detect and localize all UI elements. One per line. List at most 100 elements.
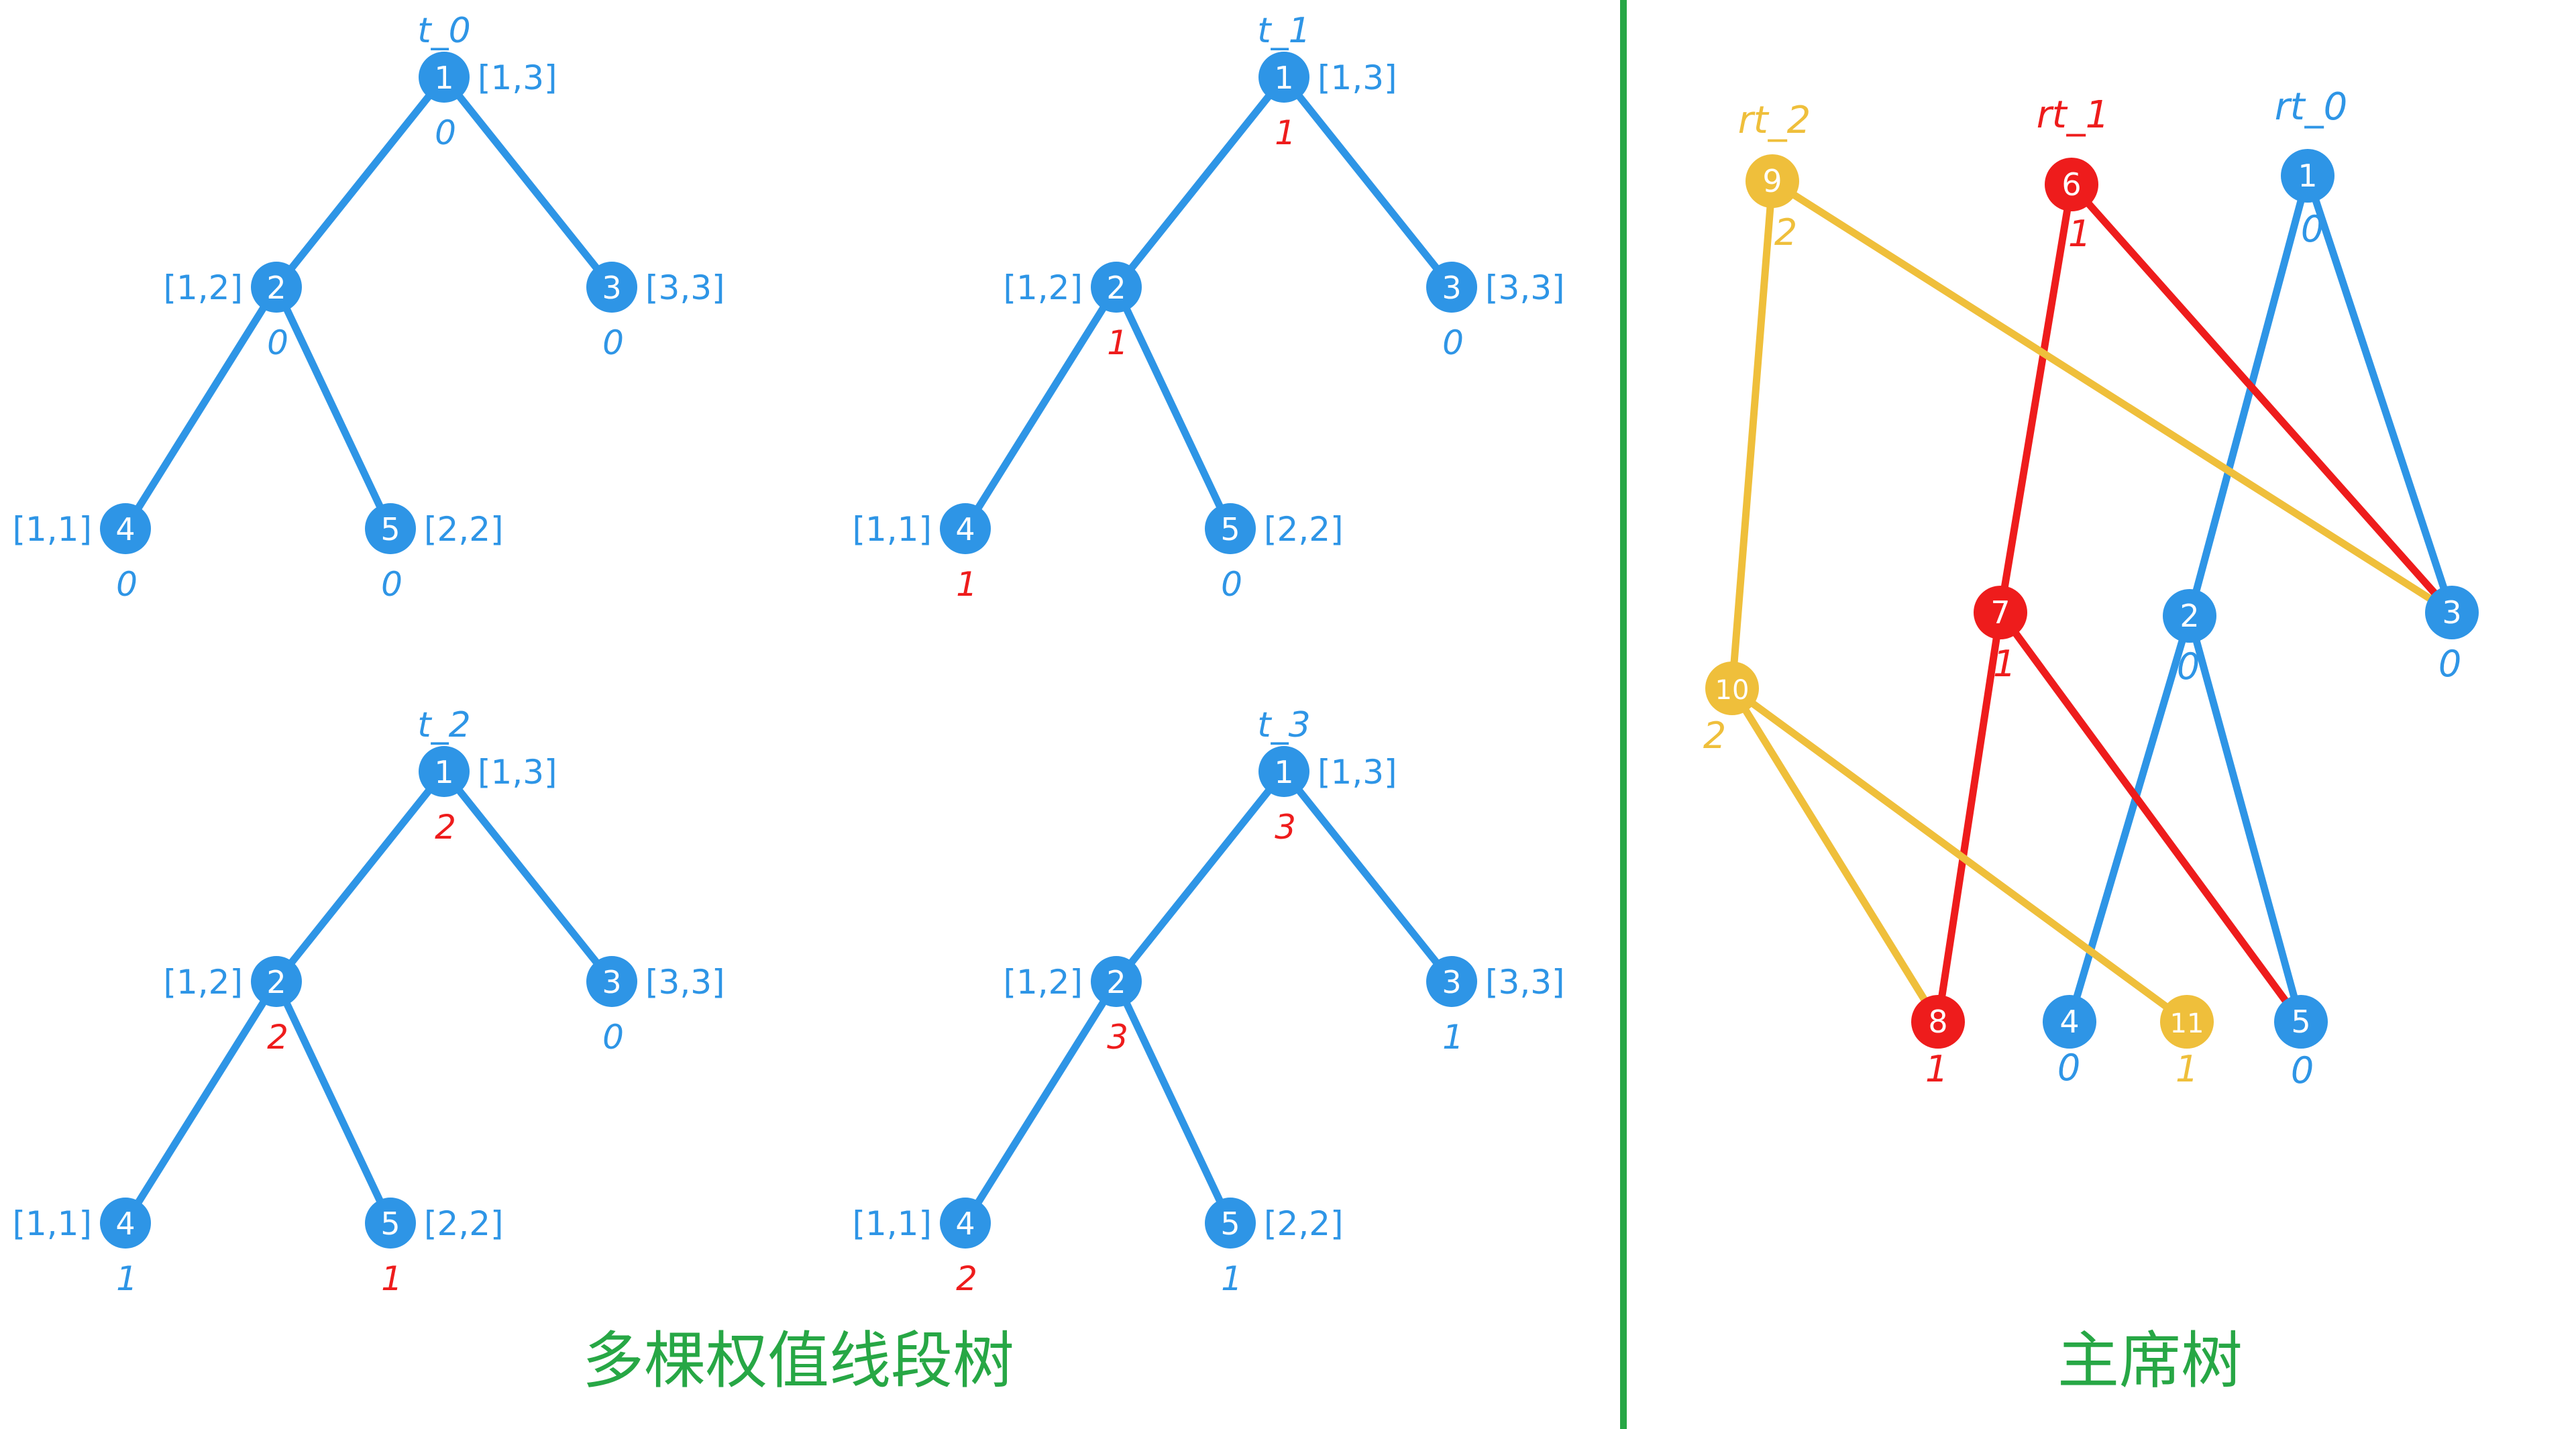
ptree-node-id: 5 — [2291, 1004, 2310, 1040]
node-id: 4 — [115, 1206, 135, 1242]
tree-edge — [276, 77, 444, 287]
node-id: 4 — [955, 1206, 975, 1242]
node-range: [1,1] — [852, 1204, 932, 1243]
node-range: [1,2] — [163, 963, 243, 1002]
segment-tree-0: t_0 1 [1,3] 0 2 [1,2] 0 3 [3,3] 0 4 [1,1] 0 5 [2,2] 0 — [12, 11, 724, 604]
node-id: 3 — [1442, 964, 1461, 1000]
node-range: [1,1] — [12, 510, 92, 549]
tree-label: t_3 — [1257, 705, 1310, 745]
ptree-edge — [1732, 688, 1938, 1022]
node-range: [1,1] — [12, 1204, 92, 1243]
ptree-node-value: 1 — [1993, 643, 2016, 685]
ptree-node-value: 0 — [2177, 645, 2200, 688]
right-caption: 主席树 — [2057, 1325, 2243, 1397]
tree-edge — [965, 982, 1116, 1223]
node-range: [3,3] — [1485, 268, 1565, 307]
ptree-edge — [2190, 616, 2301, 1022]
tree-edge — [1284, 77, 1452, 287]
left-caption: 多棵权值线段树 — [582, 1325, 1014, 1397]
ptree-edge — [2070, 616, 2190, 1022]
ptree-node-id: 9 — [1762, 163, 1782, 199]
ptree-node-id: 2 — [2180, 598, 2199, 634]
tree-edge — [965, 287, 1116, 529]
ptree-edge — [2190, 176, 2308, 616]
ptree-node-value: 0 — [2301, 208, 2324, 250]
node-id: 4 — [115, 511, 135, 547]
ptree-node-value: 1 — [1925, 1048, 1948, 1090]
ptree-edge — [1772, 181, 2452, 613]
tree-edge — [1116, 287, 1230, 529]
tree-edge — [1284, 772, 1452, 982]
node-value: 1 — [116, 1259, 138, 1298]
node-id: 4 — [955, 511, 975, 547]
node-value: 0 — [1221, 565, 1242, 604]
ptree-edge — [2072, 184, 2452, 613]
node-range: [1,3] — [1318, 753, 1397, 792]
tree-edge — [276, 772, 444, 982]
node-value: 0 — [381, 565, 402, 604]
node-range: [3,3] — [645, 268, 725, 307]
tree-edge — [1116, 982, 1230, 1223]
node-value: 3 — [1275, 808, 1296, 847]
node-range: [2,2] — [1264, 510, 1344, 549]
node-id: 1 — [1274, 60, 1293, 96]
tree-edge — [276, 982, 390, 1223]
weight-segment-trees: t_01 [1,3]02[1,2]03 [3,3]04[1,1]05 [2,2]0t_… — [12, 11, 1564, 1298]
node-id: 5 — [1220, 511, 1240, 547]
node-range: [3,3] — [645, 963, 725, 1002]
node-id: 3 — [602, 964, 621, 1000]
ptree-edge — [2000, 184, 2072, 613]
node-id: 1 — [1274, 754, 1293, 790]
node-value: 1 — [1442, 1018, 1464, 1057]
node-value: 1 — [381, 1259, 402, 1298]
node-id: 5 — [380, 511, 400, 547]
node-id: 5 — [380, 1206, 400, 1242]
ptree-node-value: 0 — [2057, 1047, 2080, 1089]
ptree-edge — [1938, 613, 2000, 1022]
tree-label: t_1 — [1257, 11, 1310, 51]
segment-tree-2: t_2 1 [1,3] 2 2 [1,2] 2 3 [3,3] 0 4 [1,1] 1 5 [2,2] 1 — [12, 705, 724, 1298]
node-value: 0 — [1442, 323, 1464, 362]
ptree-node-id: 1 — [2298, 158, 2317, 194]
node-value: 2 — [267, 1018, 288, 1057]
ptree-edge — [1732, 181, 1772, 688]
tree-edge — [444, 77, 612, 287]
tree-edge — [1116, 772, 1284, 982]
ptree-node-value: 2 — [1703, 714, 1726, 757]
node-value: 0 — [267, 323, 288, 362]
ptree-node-value: 1 — [2176, 1048, 2198, 1090]
ptree-node-id: 7 — [1990, 594, 2010, 631]
ptree-node-value: 2 — [1774, 211, 1797, 254]
ptree-node-value: 0 — [2291, 1049, 2314, 1092]
tree-edge — [276, 287, 390, 529]
tree-edge — [125, 982, 276, 1223]
node-value: 0 — [116, 565, 138, 604]
node-id: 2 — [1106, 270, 1126, 306]
ptree-node-id: 10 — [1715, 675, 1750, 706]
node-range: [1,2] — [163, 268, 243, 307]
node-value: 0 — [602, 1018, 624, 1057]
tree-label: t_2 — [417, 705, 470, 745]
ptree-edge — [2000, 613, 2301, 1022]
tree-edge — [125, 287, 276, 529]
node-id: 1 — [434, 754, 453, 790]
node-range: [1,2] — [1003, 963, 1083, 1002]
node-range: [2,2] — [424, 510, 504, 549]
root-label: rt_1 — [2037, 93, 2110, 137]
node-range: [1,1] — [852, 510, 932, 549]
node-id: 3 — [602, 270, 621, 306]
tree-edge — [1116, 77, 1284, 287]
node-range: [1,2] — [1003, 268, 1083, 307]
node-range: [2,2] — [424, 1204, 504, 1243]
node-id: 2 — [266, 270, 286, 306]
node-id: 1 — [434, 60, 453, 96]
node-value: 2 — [435, 808, 456, 847]
node-range: [3,3] — [1485, 963, 1565, 1002]
segment-tree-3: t_31 [1,3]32[1,2]33 [3,3]14[1,1]25 [2,2]1 — [852, 705, 1564, 1298]
node-id: 5 — [1220, 1206, 1240, 1242]
node-range: [2,2] — [1264, 1204, 1344, 1243]
node-value: 1 — [1107, 323, 1128, 362]
segment-tree-1: t_1 1 [1,3] 1 2 [1,2] 1 3 [3,3] 0 4 [1,1] 1 5 [2,2] 0 — [852, 11, 1564, 604]
ptree-node-id: 3 — [2442, 594, 2461, 631]
root-label: rt_0 — [2275, 85, 2348, 129]
